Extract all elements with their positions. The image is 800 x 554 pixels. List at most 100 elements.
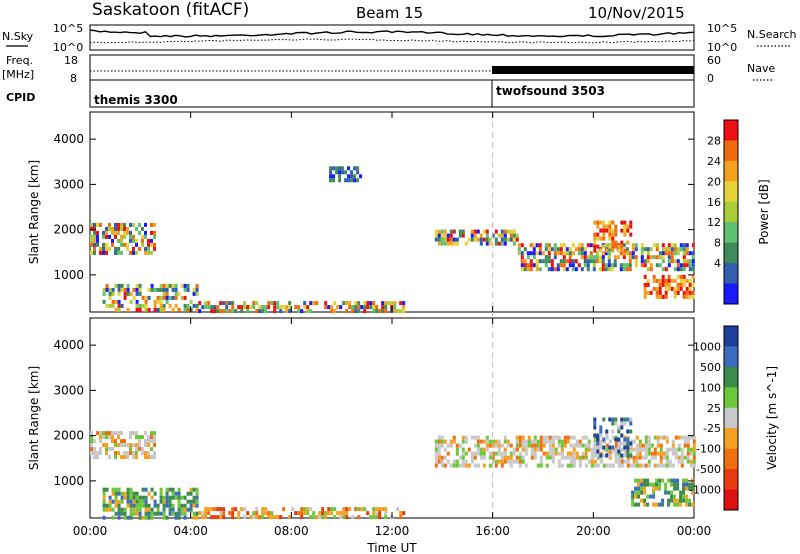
echo-cell [667,490,671,495]
echo-cell [517,247,521,252]
echo-cell [258,309,262,314]
echo-cell [261,507,265,512]
echo-cell [529,259,533,264]
echo-cell [192,515,196,520]
echo-cell [192,291,196,296]
echo-cell [584,451,588,456]
colorbar-cell [724,469,738,490]
echo-cell [643,286,647,291]
echo-cell [156,295,160,300]
echo-cell [572,459,576,464]
echo-cell [664,251,668,256]
echo-cell [123,455,126,460]
echo-cell [503,237,507,242]
echo-cell [132,238,135,243]
echo-cell [357,515,361,520]
echo-cell [443,463,447,468]
echo-cell [551,455,555,460]
echo-cell [629,441,633,446]
echo-cell [144,246,147,251]
echo-cell [673,478,677,483]
echo-cell [324,511,328,516]
echo-cell [620,421,624,426]
echo-cell [399,301,403,306]
echo-cell [336,511,340,516]
echo-cell [616,255,620,260]
echo-cell [243,507,247,512]
echo-cell [596,445,600,450]
echo-cell [620,220,624,225]
echo-cell [634,255,638,260]
echo-cell [631,243,635,248]
echo-cell [375,309,379,314]
echo-cell [189,503,193,508]
station-title: Saskatoon (fitACF) [92,0,249,20]
echo-cell [503,459,507,464]
echo-cell [646,502,650,507]
echo-cell [593,244,597,249]
time-x-ticks: 00:00 04:00 08:00 12:00 16:00 20:00 00:00 [73,112,711,538]
echo-cell [635,463,639,468]
echo-cell [333,507,337,512]
echo-cell [300,515,304,520]
echo-cell [99,447,102,452]
echo-cell [437,447,441,452]
echo-cell [557,463,561,468]
echo-cell [538,247,542,252]
echo-cell [673,243,677,248]
echo-cell [692,435,696,440]
echo-cell [670,286,674,291]
echo-cell [535,267,539,272]
echo-cell [580,255,584,260]
echo-cell [243,305,247,310]
echo-cell [689,459,693,464]
echo-cell [270,511,274,516]
echo-cell [129,230,132,235]
echo-cell [150,431,153,436]
echo-cell [509,229,513,234]
echo-cell [692,451,696,456]
echo-cell [665,463,669,468]
echo-cell [569,443,573,448]
echo-cell [691,259,695,264]
echo-cell [240,507,244,512]
echo-cell [682,478,686,483]
echo-cell [556,247,560,252]
echo-cell [332,174,336,179]
echo-cell [342,515,346,520]
echo-cell [632,455,636,460]
echo-cell [568,255,572,260]
echo-cell [372,507,376,512]
echo-cell [449,229,453,234]
echo-cell [488,451,492,456]
echo-cell [547,251,551,256]
echo-cell [641,463,645,468]
echo-cell [629,455,633,460]
echo-cell [162,295,166,300]
echo-cell [144,499,148,504]
echo-cell [518,435,522,440]
x-tick-label: 12:00 [375,524,410,538]
echo-cell [553,247,557,252]
echo-cell [647,443,651,448]
echo-cell [168,495,172,500]
echo-cell [503,455,507,460]
echo-cell [165,299,169,304]
echo-cell [216,309,220,314]
echo-cell [509,443,513,448]
echo-cell [452,439,456,444]
echo-cell [497,241,501,246]
echo-cell [276,305,280,310]
echo-cell [509,451,513,456]
echo-cell [605,453,609,458]
echo-cell [117,487,121,492]
echo-cell [589,251,593,256]
colorbar-cell [724,242,738,264]
echo-cell [168,499,172,504]
echo-cell [592,267,596,272]
echo-cell [643,247,647,252]
echo-cell [550,263,554,268]
echo-cell [342,507,346,512]
echo-cell [186,303,190,308]
echo-cell [192,287,196,292]
